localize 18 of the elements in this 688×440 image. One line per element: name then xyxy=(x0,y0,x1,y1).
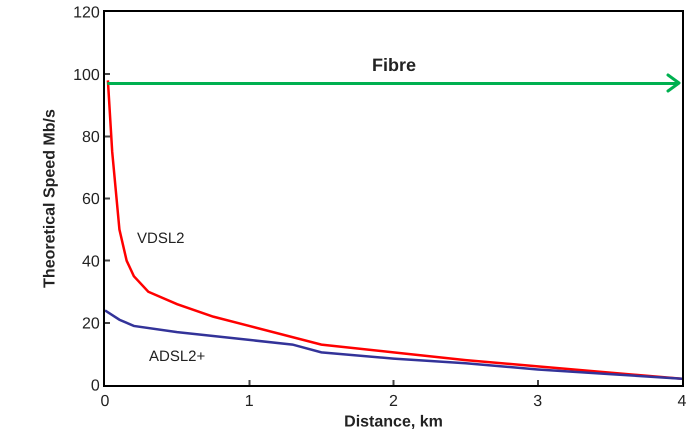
ref-line-label: Fibre xyxy=(372,55,416,75)
x-tick-label: 2 xyxy=(389,393,398,410)
series-label: VDSL2 xyxy=(137,230,185,247)
series-label: ADSL2+ xyxy=(149,348,206,365)
x-tick-label: 4 xyxy=(678,393,687,410)
y-tick-label: 60 xyxy=(82,191,100,208)
y-tick-label: 40 xyxy=(82,253,100,270)
y-tick-label: 80 xyxy=(82,128,100,146)
y-axis-title: Theoretical Speed Mb/s xyxy=(41,109,58,288)
line-series xyxy=(106,79,682,380)
y-tick-label: 0 xyxy=(90,378,100,395)
x-tick-label: 3 xyxy=(533,393,542,410)
y-tick-label: 20 xyxy=(82,315,100,332)
x-tick-label: 1 xyxy=(244,393,254,410)
line-series xyxy=(105,309,682,380)
x-axis-title: Distance, km xyxy=(344,413,443,430)
y-tick-label: 100 xyxy=(73,66,100,84)
y-tick-label: 120 xyxy=(73,4,100,22)
